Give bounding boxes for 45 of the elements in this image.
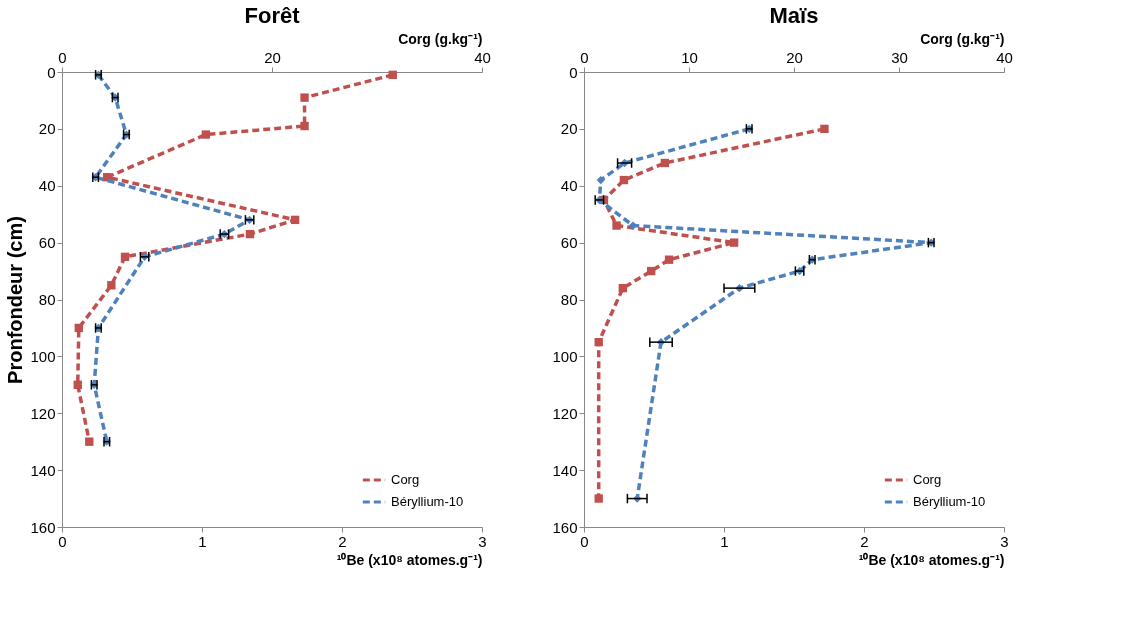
x-tick-label: 1 bbox=[198, 532, 207, 550]
x-tick-label: 2 bbox=[338, 532, 347, 550]
x2-tick-label: 30 bbox=[891, 48, 908, 66]
y-tick-label: 100 bbox=[552, 347, 578, 365]
legend-label: Corg bbox=[913, 472, 942, 487]
y-tick-label: 140 bbox=[30, 461, 56, 479]
legend-label: Béryllium-10 bbox=[391, 494, 464, 509]
x-tick-label: 2 bbox=[860, 532, 869, 550]
y-tick-label: 60 bbox=[560, 234, 578, 252]
x-tick-label: 0 bbox=[580, 532, 589, 550]
x2-axis-title: Corg (g.kg⁻¹) bbox=[398, 30, 483, 47]
y-tick-label: 160 bbox=[552, 518, 578, 536]
x-tick-label: 3 bbox=[1000, 532, 1009, 550]
x2-tick-label: 20 bbox=[786, 48, 803, 66]
y-tick-label: 120 bbox=[552, 404, 578, 422]
chart-title: Maïs bbox=[769, 3, 819, 28]
y-tick-label: 160 bbox=[30, 518, 56, 536]
y-tick-label: 20 bbox=[560, 120, 578, 138]
x2-tick-label: 40 bbox=[996, 48, 1013, 66]
y-tick-label: 60 bbox=[38, 234, 56, 252]
y-tick-label: 0 bbox=[569, 63, 578, 81]
x2-tick-label: 0 bbox=[58, 48, 67, 66]
legend-label: Corg bbox=[391, 472, 420, 487]
y-tick-label: 20 bbox=[38, 120, 56, 138]
legend-label: Béryllium-10 bbox=[913, 494, 986, 509]
x2-tick-label: 10 bbox=[681, 48, 698, 66]
x-tick-label: 3 bbox=[478, 532, 487, 550]
x2-tick-label: 40 bbox=[474, 48, 491, 66]
y-tick-label: 80 bbox=[38, 291, 56, 308]
x-axis-title: ¹⁰Be (x10⁸ atomes.g⁻¹) bbox=[858, 551, 1005, 568]
y-tick-label: 140 bbox=[552, 461, 578, 479]
x-axis-title: ¹⁰Be (x10⁸ atomes.g⁻¹) bbox=[336, 551, 483, 568]
x2-tick-label: 0 bbox=[580, 48, 589, 66]
y-tick-label: 100 bbox=[30, 347, 56, 365]
y-tick-label: 0 bbox=[47, 63, 56, 81]
y-axis-title: Pronfondeur (cm) bbox=[4, 216, 27, 384]
y-tick-label: 40 bbox=[38, 177, 56, 195]
x2-axis-title: Corg (g.kg⁻¹) bbox=[920, 30, 1005, 47]
x-tick-label: 1 bbox=[720, 532, 729, 550]
y-tick-label: 80 bbox=[560, 291, 578, 308]
x-tick-label: 0 bbox=[58, 532, 67, 550]
chart-title: Forêt bbox=[244, 3, 301, 28]
y-tick-label: 40 bbox=[560, 177, 578, 195]
x2-tick-label: 20 bbox=[264, 48, 281, 66]
y-tick-label: 120 bbox=[30, 404, 56, 422]
